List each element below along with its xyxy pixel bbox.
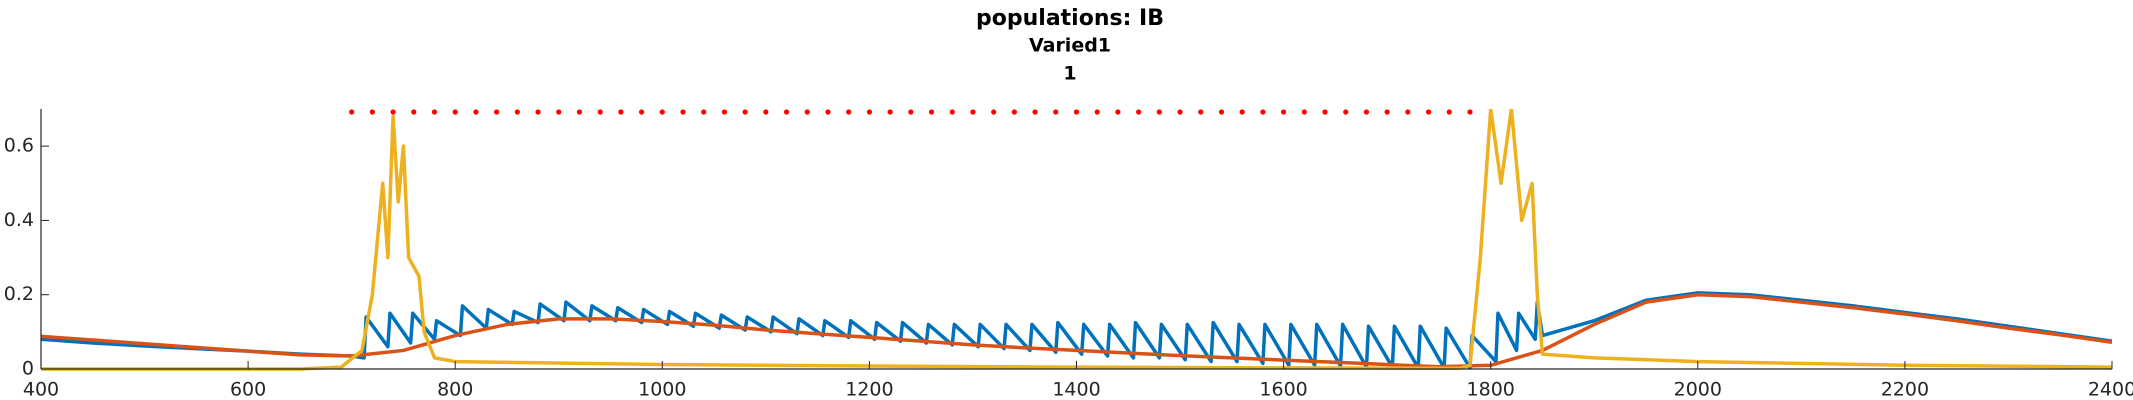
marker: [452, 109, 458, 115]
chart-subtitle: Varied1: [1029, 35, 1111, 57]
marker: [1032, 109, 1038, 115]
marker: [949, 109, 955, 115]
x-tick-label: 1000: [638, 379, 686, 400]
marker: [473, 109, 479, 115]
marker: [411, 109, 417, 115]
marker: [846, 109, 852, 115]
marker: [763, 109, 769, 115]
marker: [804, 109, 810, 115]
marker: [1094, 109, 1100, 115]
marker: [1343, 109, 1349, 115]
y-tick-label: 0: [22, 358, 34, 380]
marker: [535, 109, 541, 115]
y-tick-label: 0.2: [4, 283, 34, 305]
x-tick-label: 2400: [2088, 379, 2133, 400]
marker: [1136, 109, 1142, 115]
marker: [1177, 109, 1183, 115]
marker: [556, 109, 562, 115]
x-tick-label: 600: [230, 379, 266, 400]
marker: [908, 109, 914, 115]
y-tick-label: 0.6: [4, 135, 34, 157]
marker: [494, 109, 500, 115]
marker: [783, 109, 790, 115]
marker: [1363, 109, 1370, 115]
x-tick-label: 2000: [1674, 379, 1722, 400]
marker: [1053, 109, 1059, 115]
marker: [659, 109, 665, 115]
x-tick-label: 1400: [1052, 379, 1100, 400]
marker: [597, 109, 603, 115]
marker: [928, 109, 935, 115]
x-tick-label: 400: [23, 379, 59, 400]
marker: [991, 109, 997, 115]
marker: [1260, 109, 1266, 115]
marker: [514, 109, 520, 115]
marker: [1156, 109, 1162, 115]
marker: [431, 109, 438, 115]
x-tick-label: 1600: [1259, 379, 1307, 400]
series-line: [41, 292, 2112, 369]
marker: [1467, 109, 1473, 115]
marker: [1115, 109, 1121, 115]
marker: [1281, 109, 1287, 115]
chart-subtitle: 1: [1063, 63, 1076, 85]
marker: [887, 109, 893, 115]
marker: [866, 109, 873, 115]
marker: [825, 109, 831, 115]
marker: [390, 109, 396, 115]
marker: [1322, 109, 1328, 115]
marker: [1384, 109, 1390, 115]
marker: [701, 109, 707, 115]
x-tick-label: 1800: [1467, 379, 1515, 400]
marker: [1446, 109, 1452, 115]
series-line: [41, 109, 2112, 371]
marker: [369, 109, 375, 115]
marker: [1301, 109, 1307, 115]
plot-area: [41, 109, 2112, 371]
marker: [970, 109, 976, 115]
marker: [618, 109, 624, 115]
marker: [1011, 109, 1017, 115]
marker: [721, 109, 728, 115]
x-tick-label: 800: [437, 379, 473, 400]
marker: [1218, 109, 1225, 115]
marker: [349, 109, 355, 115]
marker: [1405, 109, 1411, 115]
marker: [742, 109, 748, 115]
x-tick-label: 1200: [845, 379, 893, 400]
chart-title: populations: IB: [976, 6, 1164, 31]
y-tick-label: 0.4: [4, 209, 34, 231]
marker: [1239, 109, 1245, 115]
marker: [1073, 109, 1080, 115]
x-tick-label: 2200: [1881, 379, 1929, 400]
marker: [638, 109, 645, 115]
marker: [1198, 109, 1204, 115]
marker: [680, 109, 686, 115]
marker: [576, 109, 583, 115]
marker: [1425, 109, 1432, 115]
